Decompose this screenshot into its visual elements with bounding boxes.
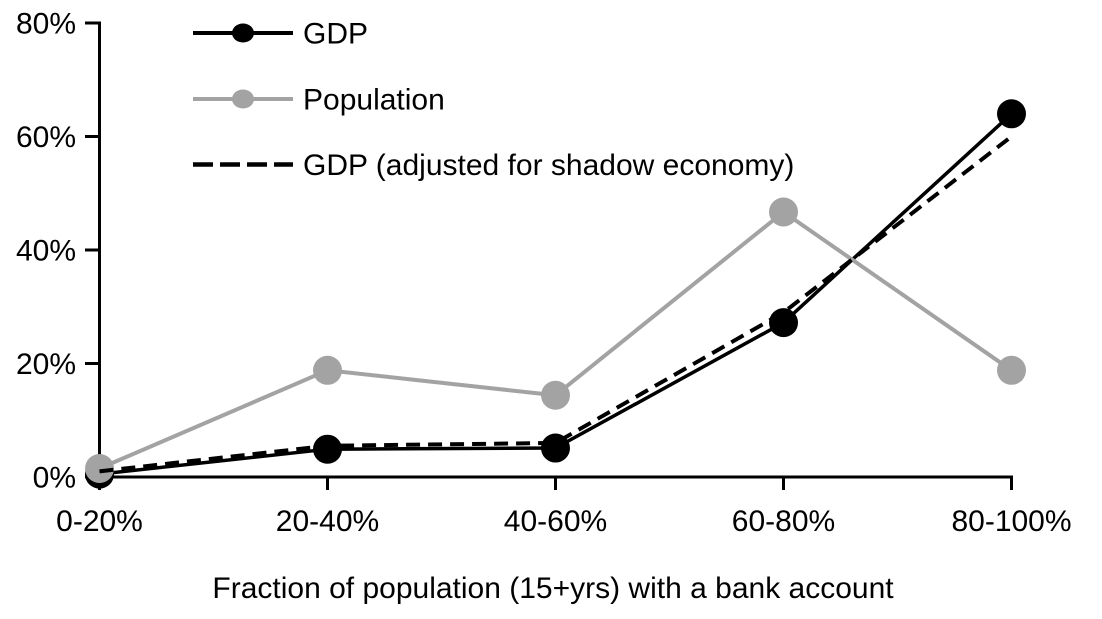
series-marker-population [997, 355, 1026, 385]
legend-label: GDP [303, 18, 368, 51]
y-tick-label: 60% [16, 121, 76, 154]
legend-label: Population [303, 84, 445, 117]
x-tick-label: 0-20% [56, 505, 143, 538]
legend-label: GDP (adjusted for shadow economy) [303, 149, 794, 182]
series-marker-population [313, 355, 342, 385]
legend-item-population: Population [193, 84, 445, 117]
legend-item-gdp-adjusted-for-shadow-economy: GDP (adjusted for shadow economy) [193, 149, 794, 182]
series-marker-population [769, 197, 798, 227]
legend-marker [232, 23, 254, 43]
x-tick-label: 80-100% [951, 505, 1071, 538]
legend-item-gdp: GDP [193, 18, 368, 51]
series-marker-population [541, 380, 570, 410]
y-tick-label: 0% [33, 462, 76, 495]
x-tick-label: 40-60% [504, 505, 607, 538]
series-line-population [98, 209, 1013, 471]
x-tick-label: 20-40% [276, 505, 379, 538]
series-marker-gdp [997, 99, 1026, 129]
legend-marker [232, 89, 254, 109]
series-marker-gdp [769, 308, 798, 338]
series-line-gdp-adjusted-for-shadow-economy [99, 134, 1013, 474]
series-marker-gdp [313, 434, 342, 464]
y-tick-label: 40% [16, 235, 76, 268]
x-tick-label: 60-80% [732, 505, 835, 538]
x-axis-title: Fraction of population (15+yrs) with a b… [212, 572, 894, 605]
y-tick-label: 20% [16, 348, 76, 381]
legend: GDP Population GDP (adjusted for shadow ec… [193, 18, 794, 182]
y-tick-label: 80% [16, 8, 76, 41]
series-marker-population [85, 453, 114, 483]
